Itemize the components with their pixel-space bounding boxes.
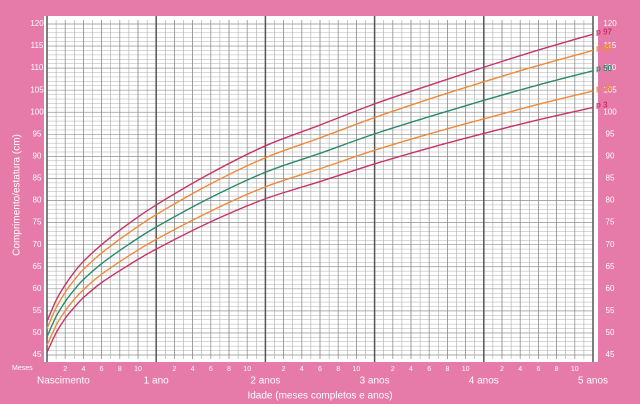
x-major-label: 4 anos	[469, 376, 499, 387]
x-tick-label: 8	[555, 366, 559, 373]
x-tick-label: 4	[191, 366, 195, 373]
y-tick-label: 120	[30, 19, 44, 28]
y-tick-label-right: 65	[606, 262, 615, 271]
x-major-label: 2 anos	[250, 376, 280, 387]
percentile-line	[46, 49, 594, 329]
y-tick-label: 80	[33, 196, 42, 205]
x-tick-label: 10	[243, 366, 251, 373]
y-tick-label-right: 70	[606, 240, 615, 249]
y-tick-label-right: 90	[606, 152, 615, 161]
x-tick-label: 2	[63, 366, 67, 373]
x-tick-label: 4	[81, 366, 85, 373]
y-tick-label: 60	[33, 284, 42, 293]
percentile-line	[46, 90, 594, 346]
y-tick-label: 115	[31, 41, 44, 50]
y-tick-label: 100	[30, 107, 44, 116]
y-tick-label-right: 50	[606, 328, 615, 337]
x-tick-label: 6	[536, 366, 540, 373]
y-tick-label: 45	[33, 350, 42, 359]
y-tick-label: 95	[33, 129, 42, 138]
x-tick-label: 10	[353, 366, 361, 373]
y-tick-label-right: 60	[606, 284, 615, 293]
y-tick-label: 90	[33, 152, 42, 161]
y-tick-label: 105	[30, 85, 44, 94]
y-tick-label-right: 95	[606, 129, 615, 138]
x-unit-label: Meses	[12, 365, 33, 372]
y-tick-label: 55	[33, 306, 42, 315]
x-tick-label: 6	[209, 366, 213, 373]
x-tick-label: 4	[409, 366, 413, 373]
x-tick-label: 8	[227, 366, 231, 373]
y-tick-label: 70	[33, 240, 42, 249]
y-tick-label-right: 55	[606, 306, 615, 315]
x-tick-label: 6	[318, 366, 322, 373]
series-label: p 3	[596, 101, 608, 110]
x-tick-label: 2	[500, 366, 504, 373]
x-tick-label: 8	[336, 366, 340, 373]
y-tick-label: 110	[31, 63, 44, 72]
series-label: p 97	[596, 27, 613, 36]
y-tick-label: 75	[33, 218, 42, 227]
x-major-label: 3 anos	[360, 376, 390, 387]
y-tick-label-right: 80	[606, 196, 615, 205]
y-tick-label-right: 75	[606, 218, 615, 227]
plot-area	[44, 16, 598, 362]
y-tick-label: 85	[33, 174, 42, 183]
x-tick-label: 2	[391, 366, 395, 373]
y-tick-label-right: 110	[604, 63, 617, 72]
x-axis-title: Idade (meses completos e anos)	[247, 391, 392, 402]
x-tick-label: 2	[282, 366, 286, 373]
y-tick-label-right: 105	[603, 85, 617, 94]
x-tick-label: 6	[427, 366, 431, 373]
percentile-line	[46, 70, 594, 338]
x-tick-label: 10	[462, 366, 470, 373]
percentile-line	[46, 33, 594, 322]
y-tick-label-right: 120	[603, 19, 617, 28]
series-label: p 15	[596, 84, 613, 93]
series-label: p 85	[596, 44, 613, 53]
y-tick-label: 50	[33, 328, 42, 337]
series-label: p 50	[596, 64, 613, 73]
x-major-label: 1 ano	[144, 376, 169, 387]
y-tick-label-right: 100	[603, 107, 617, 116]
x-tick-label: 4	[300, 366, 304, 373]
x-tick-label: 8	[118, 366, 122, 373]
x-tick-label: 10	[571, 366, 579, 373]
x-major-label: 5 anos	[578, 376, 608, 387]
x-tick-label: 6	[100, 366, 104, 373]
x-tick-label: 2	[172, 366, 176, 373]
x-major-label: Nascimento	[37, 376, 90, 387]
y-tick-label-right: 45	[606, 350, 615, 359]
x-tick-label: 4	[518, 366, 522, 373]
y-tick-label-right: 85	[606, 174, 615, 183]
x-tick-label: 8	[445, 366, 449, 373]
y-axis-title: Comprimento/estatura (cm)	[12, 134, 23, 256]
percentile-line	[46, 106, 594, 353]
y-tick-label-right: 115	[604, 41, 617, 50]
y-tick-label: 65	[33, 262, 42, 271]
x-tick-label: 10	[134, 366, 142, 373]
